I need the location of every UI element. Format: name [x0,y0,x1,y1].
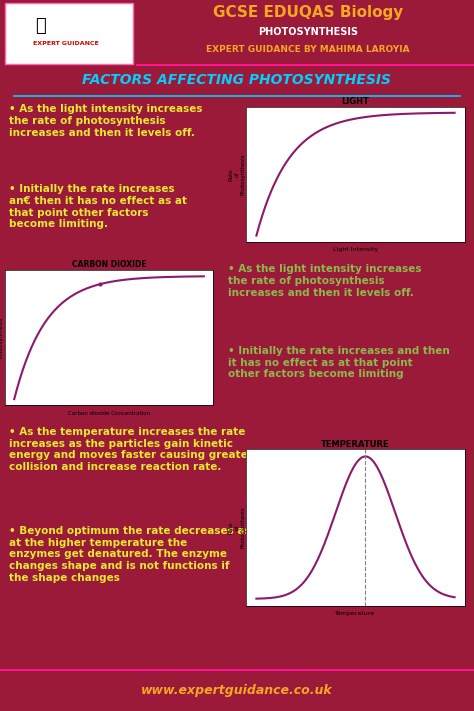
Text: www.expertguidance.co.uk: www.expertguidance.co.uk [141,684,333,697]
Text: EXPERT GUIDANCE BY MAHIMA LAROYIA: EXPERT GUIDANCE BY MAHIMA LAROYIA [206,46,410,54]
Text: • Initially the rate increases
an€ then it has no effect as at
that point other : • Initially the rate increases an€ then … [9,184,188,229]
Text: • Initially the rate increases and then
it has no effect as at that point
other : • Initially the rate increases and then … [228,346,449,380]
Text: GCSE EDUQAS Biology: GCSE EDUQAS Biology [213,5,403,20]
X-axis label: Carbon dioxide Concentration: Carbon dioxide Concentration [68,411,150,416]
FancyBboxPatch shape [5,4,133,64]
Y-axis label: Rate
of
Photosynthesis: Rate of Photosynthesis [228,154,245,195]
Text: EXPERT GUIDANCE: EXPERT GUIDANCE [34,41,99,46]
Y-axis label: Rate
of
Photosynthesis: Rate of Photosynthesis [0,317,3,358]
X-axis label: Temperature: Temperature [336,611,375,616]
Text: • As the temperature increases the rate
increases as the particles gain kinetic
: • As the temperature increases the rate … [9,427,254,472]
Title: LIGHT: LIGHT [342,97,369,106]
Text: PHOTOSYNTHESIS: PHOTOSYNTHESIS [258,27,358,37]
Text: • As the light intensity increases
the rate of photosynthesis
increases and then: • As the light intensity increases the r… [9,105,203,137]
Text: 🎓: 🎓 [36,17,46,35]
X-axis label: Light Intensity: Light Intensity [333,247,378,252]
Text: • As the light intensity increases
the rate of photosynthesis
increases and then: • As the light intensity increases the r… [228,264,421,298]
Text: • Beyond optimum the rate decreases as
at the higher temperature the
enzymes get: • Beyond optimum the rate decreases as a… [9,526,251,582]
Y-axis label: Rate
of
Photosynthesis: Rate of Photosynthesis [228,507,245,548]
Title: CARBON DIOXIDE: CARBON DIOXIDE [72,260,146,269]
Title: TEMPERATURE: TEMPERATURE [321,439,390,449]
Text: FACTORS AFFECTING PHOTOSYNTHESIS: FACTORS AFFECTING PHOTOSYNTHESIS [82,73,392,87]
